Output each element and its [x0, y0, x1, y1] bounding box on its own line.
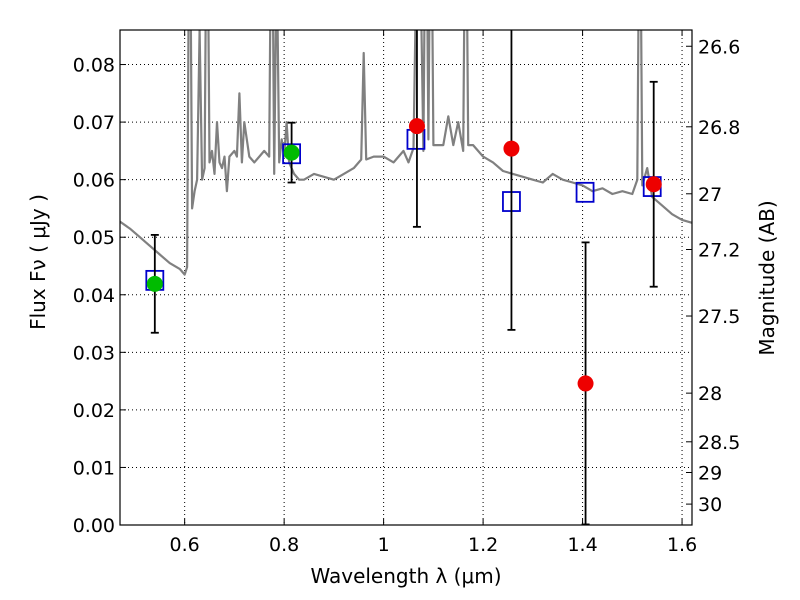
observed-point [283, 144, 300, 161]
plot-layer [120, 30, 692, 525]
y2-tick-label: 27 [698, 184, 722, 206]
y-tick-label: 0.05 [73, 227, 115, 249]
observed-point [577, 375, 594, 392]
x-tick-label: 0.6 [170, 534, 200, 556]
y2-tick-label: 28.5 [698, 432, 740, 454]
y-tick-label: 0.06 [73, 170, 115, 192]
observed-point [146, 275, 163, 292]
y-tick-label: 0.03 [73, 342, 115, 364]
y2-tick-label: 29 [698, 463, 722, 485]
x-tick-label: 1.4 [567, 534, 597, 556]
x-tick-label: 1.6 [667, 534, 697, 556]
y-tick-label: 0.04 [73, 285, 115, 307]
y-tick-label: 0.02 [73, 400, 115, 422]
y2-tick-label: 26.8 [698, 117, 740, 139]
y2-axis-label: Magnitude (AB) [755, 200, 779, 355]
observed-point [503, 140, 520, 157]
axis-layer: 0.6 0.8 1 1.2 1.4 1.6 0.00 0.01 0.02 0.03 0.04 0.05… [73, 30, 740, 556]
y-tick-label: 0.08 [73, 55, 115, 77]
observed-point [645, 176, 662, 193]
y2-tick-label: 27.2 [698, 240, 740, 262]
spectrum-line [120, 30, 692, 276]
y-tick-label: 0.01 [73, 457, 115, 479]
y2-tick-label: 28 [698, 383, 722, 405]
x-tick-label: 1.2 [468, 534, 498, 556]
x-axis-label: Wavelength λ (μm) [310, 564, 501, 588]
x-tick-label: 0.8 [269, 534, 299, 556]
y2-tick-label: 30 [698, 494, 722, 516]
y-tick-label: 0.00 [73, 515, 115, 537]
y-axis-label: Flux Fν ( μJy ) [26, 194, 50, 330]
x-tick-label: 1 [378, 534, 390, 556]
y2-tick-label: 26.6 [698, 36, 740, 58]
observed-point [408, 118, 425, 135]
plot-area-frame [119, 29, 693, 526]
y2-tick-label: 27.5 [698, 306, 740, 328]
model-point [575, 181, 595, 203]
y-tick-label: 0.07 [73, 112, 115, 134]
